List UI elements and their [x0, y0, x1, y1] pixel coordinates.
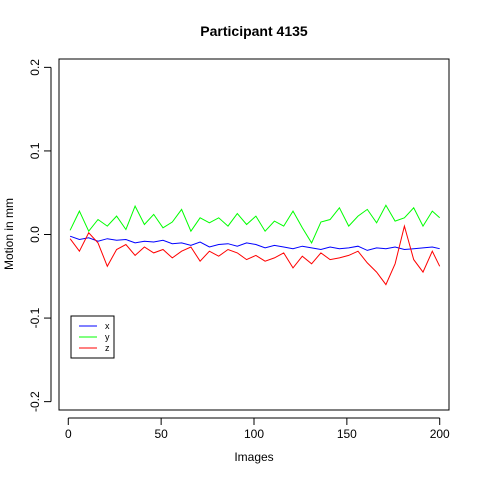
legend: xyz — [70, 315, 115, 359]
y-tick-label: 0.2 — [28, 59, 42, 76]
x-tick-label: 200 — [430, 427, 450, 441]
chart-title: Participant 4135 — [200, 23, 308, 39]
series-line-x — [69, 235, 440, 251]
y-axis: -0.2 -0.1 0.0 0.1 0.2 — [28, 59, 52, 412]
x-tick-label: 0 — [65, 427, 72, 441]
x-tick-label: 100 — [244, 427, 264, 441]
legend-label-x: x — [105, 321, 110, 331]
x-axis: 0 50 100 150 200 — [65, 417, 450, 441]
legend-label-z: z — [105, 343, 110, 353]
series-line-z — [69, 224, 441, 286]
series-line-y — [69, 204, 441, 244]
y-tick-label: 0.0 — [28, 226, 42, 243]
legend-label-y: y — [105, 332, 110, 342]
y-tick-label: -0.2 — [28, 391, 42, 412]
plot-frame — [58, 58, 450, 411]
y-tick-label: 0.1 — [28, 142, 42, 159]
x-tick-label: 50 — [154, 427, 168, 441]
y-tick-label: -0.1 — [28, 307, 42, 328]
y-axis-label: Motion in mm — [2, 198, 16, 270]
x-tick-label: 150 — [337, 427, 357, 441]
x-axis-label: Images — [234, 450, 273, 464]
data-layer — [69, 204, 441, 286]
